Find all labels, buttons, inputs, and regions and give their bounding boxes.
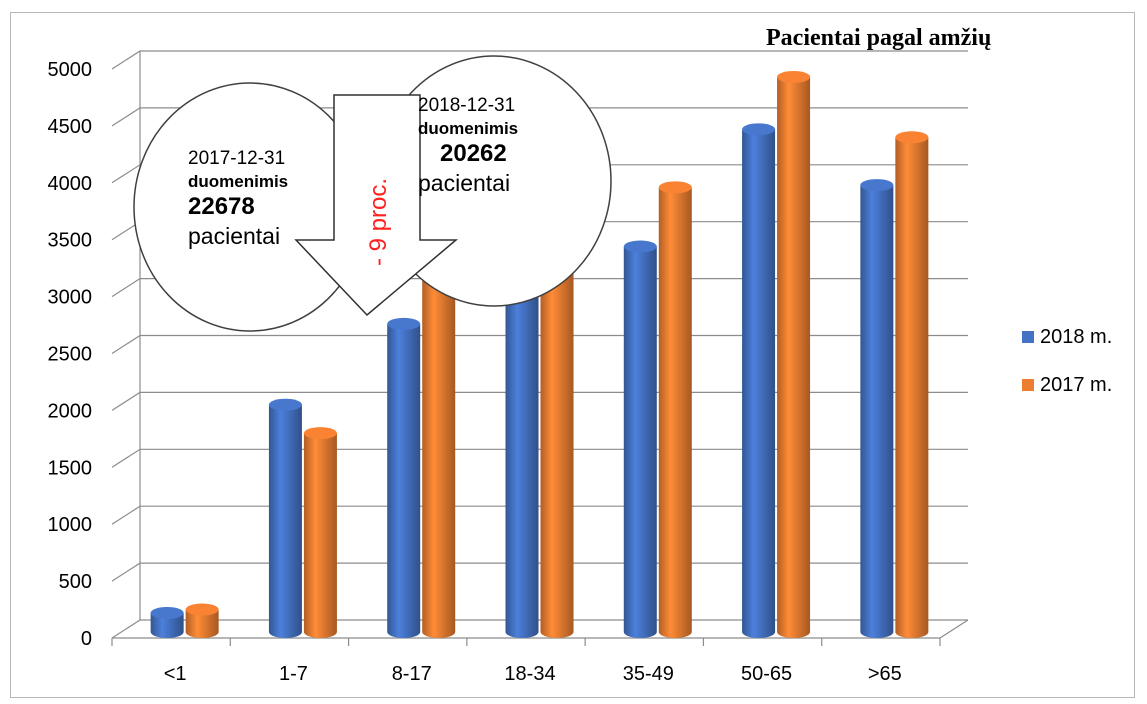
y-tick-label: 5000 <box>48 59 93 81</box>
bar-2018-18-34 <box>505 262 539 638</box>
y-tick-label: 4500 <box>48 116 93 138</box>
bar-2017-18-34 <box>540 233 574 638</box>
decrease-arrow-icon <box>294 94 459 317</box>
y-tick-label: 3000 <box>48 287 93 309</box>
legend-item-2018: 2018 m. <box>1022 325 1112 349</box>
bar-2018->65 <box>860 179 894 639</box>
gridline <box>111 448 968 468</box>
gridline <box>111 334 968 355</box>
legend-swatch-2018 <box>1022 331 1034 343</box>
gridline <box>111 562 968 582</box>
bar-top <box>742 123 776 136</box>
callout-2018-unit: pacientai <box>418 170 511 196</box>
bar-top <box>895 131 929 144</box>
bar-body <box>268 404 302 638</box>
bar-2018-8-17 <box>387 317 421 638</box>
callout-2017-count: 22678 <box>188 193 255 220</box>
y-tick-label: 3500 <box>48 230 93 252</box>
callout-2017-date: 2017-12-31 <box>188 148 286 169</box>
bar-2017-50-65 <box>777 70 811 638</box>
legend: 2018 m. 2017 m. <box>1022 325 1112 421</box>
bar-2018-<1 <box>150 606 184 638</box>
bar-top <box>387 317 421 330</box>
y-tick-label: 500 <box>59 571 92 593</box>
bar-top <box>150 606 184 619</box>
gridline <box>111 391 968 411</box>
callout-2018-date: 2018-12-31 <box>418 95 516 116</box>
floor-right-edge <box>939 619 969 639</box>
legend-item-2017: 2017 m. <box>1022 373 1112 397</box>
y-tick-label: 0 <box>81 628 92 650</box>
callout-2018: 2018-12-31 duomenimis 20262 pacientai <box>418 94 518 198</box>
x-tick-label: 18-34 <box>504 663 555 685</box>
bar-body <box>658 187 692 639</box>
bar-2017->65 <box>895 131 929 638</box>
y-tick-label: 4000 <box>48 173 93 195</box>
bar-top <box>777 70 811 83</box>
callout-2017: 2017-12-31 duomenimis 22678 pacientai <box>188 147 288 251</box>
legend-swatch-2017 <box>1022 379 1034 391</box>
bar-body <box>150 612 184 638</box>
bar-2017-8-17 <box>422 250 456 638</box>
x-tick-label: 35-49 <box>623 663 674 685</box>
bar-2018-1-7 <box>268 398 302 638</box>
bar-2017-1-7 <box>303 427 337 638</box>
bar-2017-<1 <box>185 603 219 638</box>
y-tick-label: 1500 <box>48 457 93 479</box>
bar-top <box>860 179 894 192</box>
gridline <box>111 505 968 525</box>
bar-body <box>623 246 657 638</box>
bar-body <box>540 239 574 638</box>
legend-label-2018: 2018 m. <box>1040 325 1113 348</box>
bar-2017-35-49 <box>658 181 692 639</box>
callout-2017-unit: pacientai <box>188 223 281 249</box>
bar-top <box>303 427 337 440</box>
bars-layer <box>150 70 929 639</box>
bar-body <box>742 129 776 638</box>
x-tick-label: >65 <box>868 663 902 685</box>
callout-2017-label: duomenimis <box>188 171 289 191</box>
bar-top <box>268 398 302 411</box>
y-tick-label: 2000 <box>48 400 93 422</box>
bar-top <box>623 240 657 253</box>
y-tick-label: 2500 <box>48 344 93 366</box>
bar-body <box>422 256 456 638</box>
callout-2018-count: 20262 <box>440 140 507 167</box>
bar-top <box>658 181 692 194</box>
y-tick-label: 1000 <box>48 514 93 536</box>
gridline <box>111 619 968 639</box>
bar-2018-50-65 <box>742 123 776 638</box>
arrow-percent-label: - 9 proc. <box>365 177 392 267</box>
x-tick-label: 50-65 <box>741 663 792 685</box>
grid-layer <box>111 50 969 639</box>
bar-body <box>860 185 894 639</box>
bar-body <box>185 609 219 638</box>
legend-label-2017: 2017 m. <box>1040 373 1113 396</box>
x-tick-label: 8-17 <box>392 663 432 685</box>
x-tick-label: 1-7 <box>279 663 308 685</box>
axis-layer: 0 500 1000 1500 2000 2500 3000 3500 4000 4500 5000… <box>48 59 941 685</box>
chart-frame <box>10 12 1135 698</box>
bar-body <box>777 76 811 638</box>
bar-2018-35-49 <box>623 240 657 638</box>
bar-body <box>895 137 929 638</box>
bar-body <box>387 323 421 638</box>
chart-title: Pacientai pagal amžių <box>766 25 992 51</box>
bar-top <box>185 603 219 616</box>
callout-2018-label: duomenimis <box>418 118 519 138</box>
bar-body <box>505 268 539 638</box>
x-tick-label: <1 <box>164 663 187 685</box>
bar-body <box>303 433 337 638</box>
